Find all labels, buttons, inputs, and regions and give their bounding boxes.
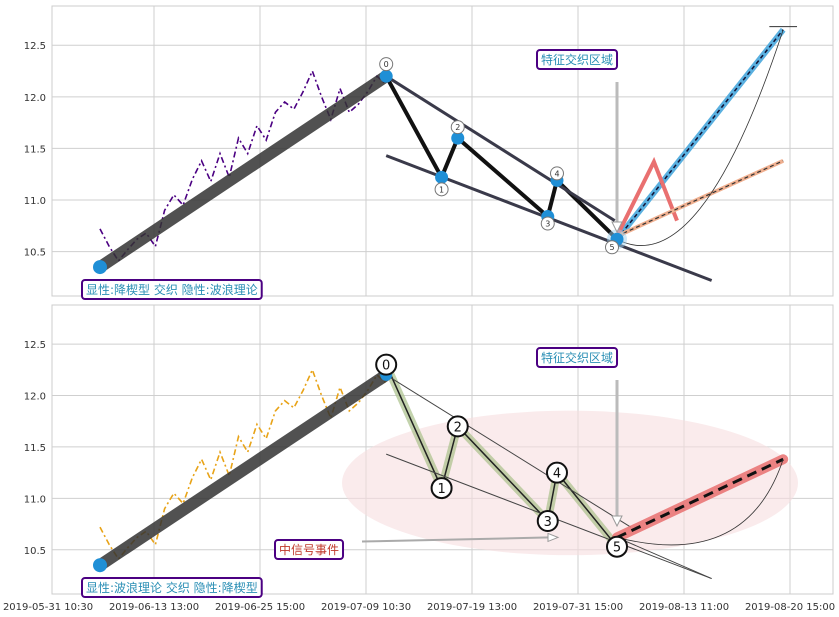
signal-arrow [361, 536, 551, 543]
wave-point-marker [451, 131, 465, 145]
wedge-upper-line [385, 74, 616, 222]
projection-arc [616, 459, 784, 546]
zone-arrow-head [611, 515, 623, 528]
wave-label-circle [450, 120, 465, 135]
y-tick-label: 11.5 [24, 443, 46, 454]
y-tick-label: 12.5 [24, 340, 46, 351]
wave-label-circle [434, 182, 449, 197]
x-tick-label: 2019-05-31 10:30 [3, 602, 93, 613]
trend-thick-line [94, 70, 393, 274]
pattern-label-box [81, 279, 263, 300]
wave-label-circle [606, 535, 628, 558]
wave-label-0: 0 [384, 60, 389, 69]
plot-frame [51, 5, 834, 297]
wave-label-circle [536, 509, 559, 532]
point-marker [93, 260, 107, 275]
trend-thick-line [94, 368, 393, 572]
y-tick-label: 12.5 [24, 41, 46, 52]
wave-label-4: 4 [554, 169, 559, 178]
projection-arc [616, 29, 784, 246]
zone-label: 特征交织区域 [541, 350, 613, 365]
x-tick-label: 2019-07-09 10:30 [321, 602, 411, 613]
wave-label-2: 2 [455, 123, 460, 132]
wave-label-circle [540, 216, 555, 231]
signal-label: 中信号事件 [279, 542, 339, 557]
plot-area: 0 1 2 3 4 5 [93, 353, 798, 580]
pattern-label: 显性:波浪理论 交织 隐性:降楔型 [86, 580, 258, 595]
x-tick-label: 2019-07-31 15:00 [533, 602, 623, 613]
wave-label-5: 5 [609, 243, 614, 252]
wave-label-circle [375, 353, 398, 376]
y-tick-label: 10.5 [24, 248, 46, 259]
wave-line [385, 364, 618, 548]
wedge-tail-line [616, 536, 712, 580]
x-tick-label: 2019-08-20 15:00 [745, 602, 835, 613]
y-tick-label: 12.0 [24, 93, 46, 104]
panel-bottom: 10.5 11.0 11.5 12.0 12.5 0 1 2 3 4 5 特征交织区域显性:波浪理论 … [24, 304, 834, 598]
wave-label-5: 5 [613, 541, 621, 556]
pattern-label: 显性:降楔型 交织 隐性:波浪理论 [86, 282, 258, 297]
projection-zigzag [615, 156, 679, 238]
zone-label-box [536, 49, 619, 70]
wave-label-2: 2 [454, 420, 462, 435]
point-marker [93, 558, 107, 573]
wave-label-circle [379, 57, 394, 72]
wave-label-1: 1 [439, 185, 444, 194]
wave-label-circle [545, 461, 568, 484]
x-tick-label: 2019-07-19 13:00 [427, 602, 517, 613]
wave-label-circle [605, 240, 619, 255]
projection-dash [616, 457, 784, 539]
wave-label-1: 1 [437, 482, 445, 497]
signal-arrow-head [547, 532, 560, 543]
y-tick-label: 11.5 [24, 144, 46, 155]
wave-point-marker [379, 69, 393, 83]
zone-label: 特征交织区域 [541, 52, 613, 67]
y-tick-label: 12.0 [24, 392, 46, 403]
x-tick-label: 2019-08-13 11:00 [639, 602, 729, 613]
wave-label-3: 3 [544, 515, 552, 530]
pattern-label-box [81, 577, 263, 598]
signal-label-box [274, 539, 345, 560]
wedge-upper-line [385, 374, 632, 528]
x-tick-label: 2019-06-25 15:00 [215, 602, 305, 613]
y-tick-label: 10.5 [24, 546, 46, 557]
x-tick-label: 2019-06-13 13:00 [109, 602, 199, 613]
zone-arrow-head [611, 221, 623, 234]
y-tick-label: 11.0 [24, 196, 46, 207]
wave-point-marker [435, 170, 449, 184]
wave-label-3: 3 [545, 220, 550, 229]
wave-label-0: 0 [382, 359, 390, 374]
projection-up-dash [616, 29, 784, 240]
wave-label-circle [446, 415, 469, 438]
wave-label-circle [549, 166, 564, 181]
y-tick-label: 11.0 [24, 494, 46, 505]
zone-label-box [536, 347, 619, 368]
projection-flat-dash [616, 160, 784, 237]
wave-label-4: 4 [553, 467, 561, 482]
wave-label-circle [430, 477, 453, 500]
plot-area: 0 1 2 3 4 5 [93, 26, 798, 282]
